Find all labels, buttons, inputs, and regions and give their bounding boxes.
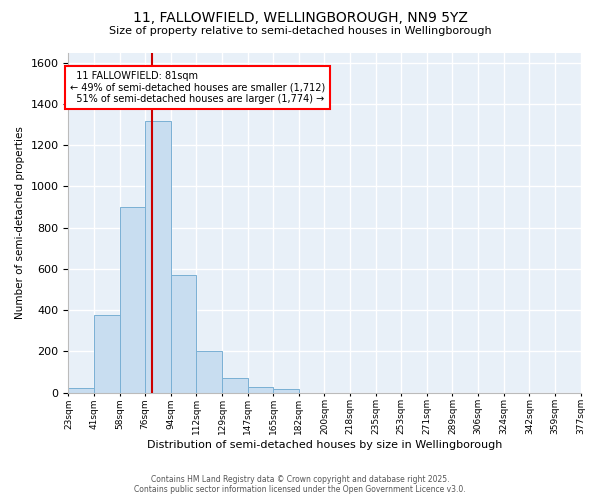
Text: 11, FALLOWFIELD, WELLINGBOROUGH, NN9 5YZ: 11, FALLOWFIELD, WELLINGBOROUGH, NN9 5YZ	[133, 12, 467, 26]
Bar	[222, 378, 248, 392]
Bar	[273, 390, 299, 392]
X-axis label: Distribution of semi-detached houses by size in Wellingborough: Distribution of semi-detached houses by …	[147, 440, 502, 450]
Text: Size of property relative to semi-detached houses in Wellingborough: Size of property relative to semi-detach…	[109, 26, 491, 36]
Bar	[248, 388, 273, 392]
Y-axis label: Number of semi-detached properties: Number of semi-detached properties	[15, 126, 25, 319]
Bar	[119, 207, 145, 392]
Bar	[145, 120, 171, 392]
Bar	[68, 388, 94, 392]
Bar	[94, 315, 119, 392]
Text: 11 FALLOWFIELD: 81sqm
← 49% of semi-detached houses are smaller (1,712)
  51% of: 11 FALLOWFIELD: 81sqm ← 49% of semi-deta…	[70, 71, 325, 104]
Text: Contains HM Land Registry data © Crown copyright and database right 2025.
Contai: Contains HM Land Registry data © Crown c…	[134, 474, 466, 494]
Bar	[171, 275, 196, 392]
Bar	[196, 352, 222, 393]
